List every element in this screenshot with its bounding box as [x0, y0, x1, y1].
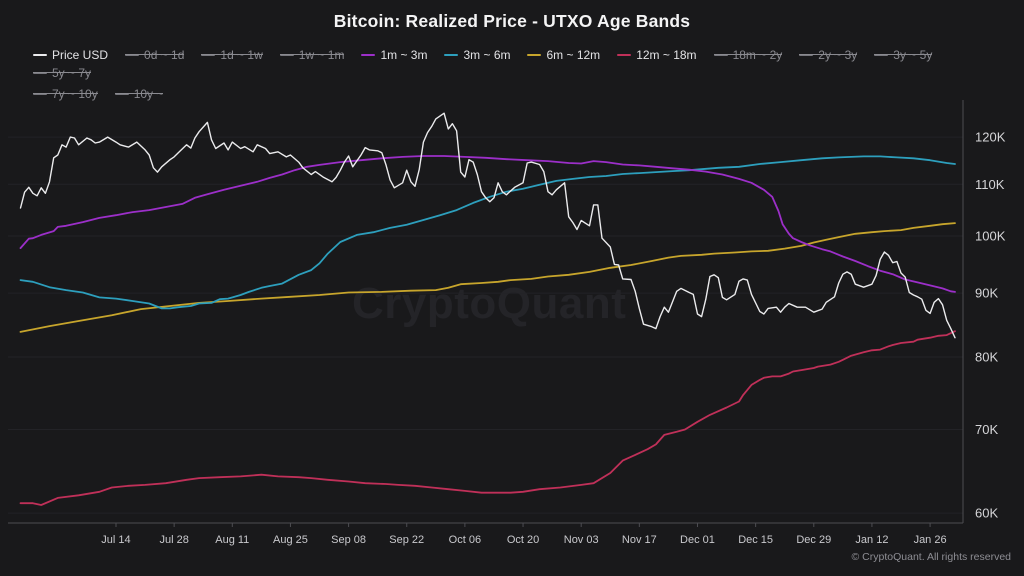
legend-dash-icon: [125, 53, 140, 56]
legend-label: 18m ~ 2y: [732, 47, 783, 62]
legend-item-2y-3y[interactable]: 2y ~ 3y: [799, 47, 858, 62]
legend-item-10y[interactable]: 10y ~: [114, 86, 164, 101]
legend-label: 7y ~ 10y: [52, 86, 98, 101]
legend-label: 1m ~ 3m: [380, 47, 428, 62]
legend-dash-icon: [114, 92, 129, 95]
legend-item-1w-1m[interactable]: 1w ~ 1m: [279, 47, 345, 62]
x-tick-label: Aug 11: [215, 534, 249, 546]
legend-dash-icon: [527, 53, 542, 56]
legend-label: 1w ~ 1m: [298, 47, 345, 62]
series-line-1m-3m[interactable]: [19, 155, 956, 293]
series-line-3m-6m[interactable]: [19, 155, 956, 310]
legend-item-price-usd[interactable]: Price USD: [33, 47, 108, 62]
y-tick-label: 90K: [975, 286, 998, 301]
legend-item-1m-3m[interactable]: 1m ~ 3m: [361, 47, 427, 62]
series-line-price-usd[interactable]: [19, 112, 956, 339]
legend-item-18m-2y[interactable]: 18m ~ 2y: [713, 47, 783, 62]
y-tick-label: 70K: [975, 422, 998, 437]
legend-dash-icon: [799, 53, 814, 56]
y-tick-label: 60K: [975, 506, 998, 521]
legend-dash-icon: [713, 53, 728, 56]
x-tick-label: Oct 20: [507, 534, 539, 546]
x-tick-label: Jan 12: [855, 534, 888, 546]
legend-dash-icon: [361, 53, 376, 56]
x-tick-label: Jul 28: [159, 534, 188, 546]
legend-label: 2y ~ 3y: [818, 47, 858, 62]
legend-label: 0d ~ 1d: [144, 47, 185, 62]
y-tick-label: 80K: [975, 350, 998, 365]
x-tick-label: Dec 15: [738, 534, 773, 546]
x-tick-label: Dec 01: [680, 534, 715, 546]
legend-label: 1d ~ 1w: [220, 47, 263, 62]
legend-label: Price USD: [52, 47, 109, 62]
legend-label: 3y ~ 5y: [893, 47, 933, 62]
x-tick-label: Oct 06: [449, 534, 481, 546]
page-title: Bitcoin: Realized Price - UTXO Age Bands: [333, 11, 691, 31]
legend-dash-icon: [279, 53, 294, 56]
legend: Price USD 0d ~ 1d 1d ~ 1w 1w ~ 1m 1m ~ 3m 3m …: [33, 47, 1013, 101]
x-tick-label: Jan 26: [914, 534, 947, 546]
legend-item-1d-1w[interactable]: 1d ~ 1w: [201, 47, 264, 62]
copyright-notice: © CryptoQuant. All rights reserved: [851, 551, 1011, 563]
y-tick-label: 110K: [975, 177, 1005, 192]
legend-dash-icon: [201, 53, 216, 56]
x-tick-label: Sep 08: [331, 534, 366, 546]
legend-dash-icon: [33, 71, 47, 74]
legend-item-5y-7y[interactable]: 5y ~ 7y: [33, 65, 92, 80]
x-tick-label: Dec 29: [796, 534, 831, 546]
x-tick-label: Nov 17: [622, 534, 657, 546]
x-tick-label: Sep 22: [389, 534, 424, 546]
legend-label: 6m ~ 12m: [546, 47, 601, 62]
x-tick-label: Nov 03: [564, 534, 599, 546]
legend-dash-icon: [33, 53, 47, 56]
x-tick-label: Jul 14: [101, 534, 130, 546]
x-tick-label: Aug 25: [273, 534, 308, 546]
legend-dash-icon: [617, 53, 632, 56]
legend-label: 3m ~ 6m: [463, 47, 511, 62]
y-tick-label: 120K: [975, 130, 1006, 145]
legend-label: 5y ~ 7y: [52, 65, 92, 80]
series-line-12m-18m[interactable]: [19, 330, 956, 506]
legend-label: 12m ~ 18m: [636, 47, 697, 62]
legend-dash-icon: [444, 53, 459, 56]
legend-item-6m-12m[interactable]: 6m ~ 12m: [527, 47, 600, 62]
legend-dash-icon: [33, 92, 47, 95]
watermark: CryptoQuant: [352, 279, 627, 328]
legend-dash-icon: [874, 53, 889, 56]
legend-item-12m-18m[interactable]: 12m ~ 18m: [617, 47, 697, 62]
series-line-6m-12m[interactable]: [19, 222, 956, 333]
legend-item-0d-1d[interactable]: 0d ~ 1d: [125, 47, 185, 62]
legend-item-3m-6m[interactable]: 3m ~ 6m: [444, 47, 510, 62]
legend-item-3y-5y[interactable]: 3y ~ 5y: [874, 47, 933, 62]
legend-item-7y-10y[interactable]: 7y ~ 10y: [33, 86, 98, 101]
legend-label: 10y ~: [133, 86, 164, 101]
y-tick-label: 100K: [975, 229, 1006, 244]
